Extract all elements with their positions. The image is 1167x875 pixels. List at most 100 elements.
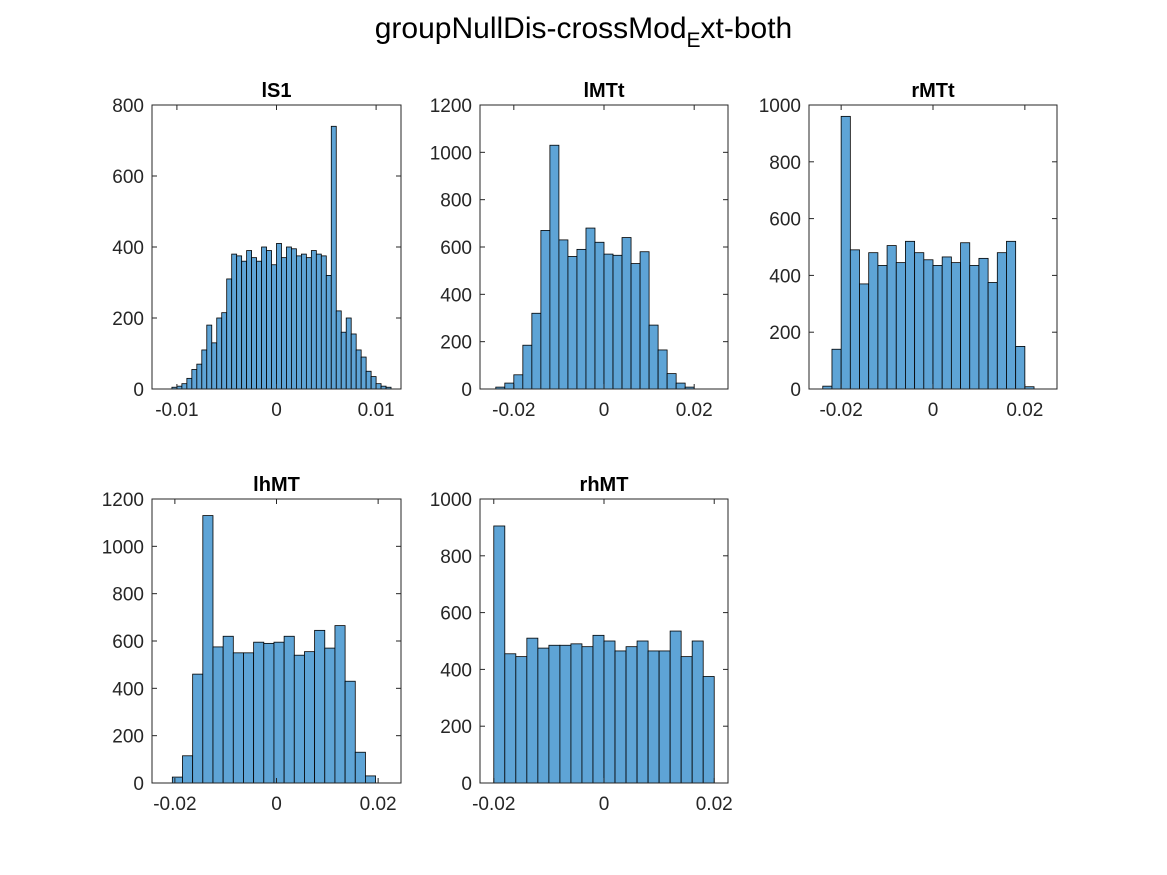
histogram-bar [273,641,285,784]
x-tick-label: 0 [271,794,282,815]
histogram-bar [522,344,533,390]
histogram-bar [987,282,998,390]
y-tick-label: 400 [112,238,144,259]
histogram-bar [340,331,347,390]
histogram-bar [558,239,569,390]
histogram-bar [581,646,594,784]
y-tick-label: 200 [440,717,472,738]
x-tick-label: -0.02 [153,794,196,815]
histogram-bar [675,382,686,390]
histogram-bar [960,242,971,390]
subplot-title: lS1 [261,80,291,102]
histogram-bar [365,370,372,390]
histogram-bar [594,241,605,390]
histogram-bar [559,644,572,784]
histogram-bar [636,640,649,784]
histogram-bar [192,673,204,784]
x-tick-label: 0.02 [360,794,397,815]
histogram-bar [281,257,287,390]
histogram-bar [256,260,262,390]
histogram-bar [271,264,277,390]
histogram-bar [515,656,528,784]
histogram-bar [263,642,275,784]
histogram-bar [375,383,382,390]
histogram-bar [354,751,366,784]
histogram-bar [236,255,243,390]
histogram-bar [576,248,587,390]
histogram-bar [996,252,1007,390]
histogram-bar [592,634,605,784]
x-tick-label: -0.02 [472,794,515,815]
histogram-bar [680,656,693,784]
histogram-bar [261,246,267,390]
subplot-ls1: -0.01 0 0.01 0 200 400 600 800 lS1 [112,80,402,421]
y-tick-label: 400 [769,266,801,287]
histogram-bar [537,647,550,784]
histogram-bar [304,651,316,784]
histogram-bar [666,373,677,390]
histogram-bar [243,652,255,784]
y-tick-label: 400 [440,285,472,306]
y-tick-label: 600 [440,238,472,259]
y-tick-label: 200 [112,309,144,330]
histogram-bar [350,333,357,390]
histogram-bar [923,259,934,390]
y-tick-label: 1000 [759,96,801,117]
y-tick-label: 1000 [430,143,472,164]
histogram-bar [950,262,961,390]
histogram-bar [325,274,332,390]
y-tick-label: 800 [440,547,472,568]
y-tick-label: 800 [769,153,801,174]
y-tick-label: 1200 [430,96,472,117]
histogram-bar [276,243,282,390]
y-tick-label: 600 [112,167,144,188]
y-tick-label: 800 [112,585,144,606]
histogram-bar [621,237,632,390]
histogram-bar [355,349,362,390]
x-tick-label: 0 [599,794,610,815]
histogram-bar [324,647,336,784]
histogram-bar [283,635,295,784]
histogram-bar [549,144,560,390]
histogram-bar [216,317,223,390]
histogram-bar [251,257,257,390]
histogram-bar [978,257,989,390]
histogram-bar [314,629,326,784]
histogram-bar [585,227,596,390]
histogram-bar [540,230,551,390]
y-tick-label: 0 [461,380,472,401]
histogram-bar [504,653,517,784]
histogram-bar [320,255,327,390]
histogram-bar [969,265,980,390]
histogram-bar [702,676,715,784]
histogram-bar [191,369,198,390]
subplot-title: rMTt [911,80,955,102]
y-tick-label: 800 [112,96,144,117]
y-tick-label: 0 [790,380,801,401]
y-tick-label: 200 [769,323,801,344]
histogram-bar [548,644,561,784]
histogram-bar [211,342,218,390]
y-tick-label: 600 [769,210,801,231]
histogram-bar [305,257,312,390]
y-tick-label: 0 [461,774,472,795]
histogram-bar [658,650,671,784]
subplot-lmtt: -0.02 0 0.02 0 200 400 600 800 1000 1200 lMTt [430,80,729,421]
y-tick-label: 800 [440,191,472,212]
x-tick-label: 0 [928,400,939,421]
histogram-bar [1015,345,1026,390]
histogram-bar [202,515,214,784]
figure-title-main: groupNullDis-crossMod [374,12,687,45]
x-tick-label: 0.02 [1006,400,1043,421]
histogram-bar [504,382,515,390]
histogram-bar [370,376,377,390]
histogram-bar [310,250,317,390]
histogram-bar [877,265,888,390]
y-tick-label: 1000 [102,537,144,558]
subplot-lhmt: -0.02 0 0.02 0 200 400 600 800 1000 1200 lhMT [102,474,402,815]
histogram-bar [840,115,851,390]
y-tick-label: 0 [133,774,144,795]
